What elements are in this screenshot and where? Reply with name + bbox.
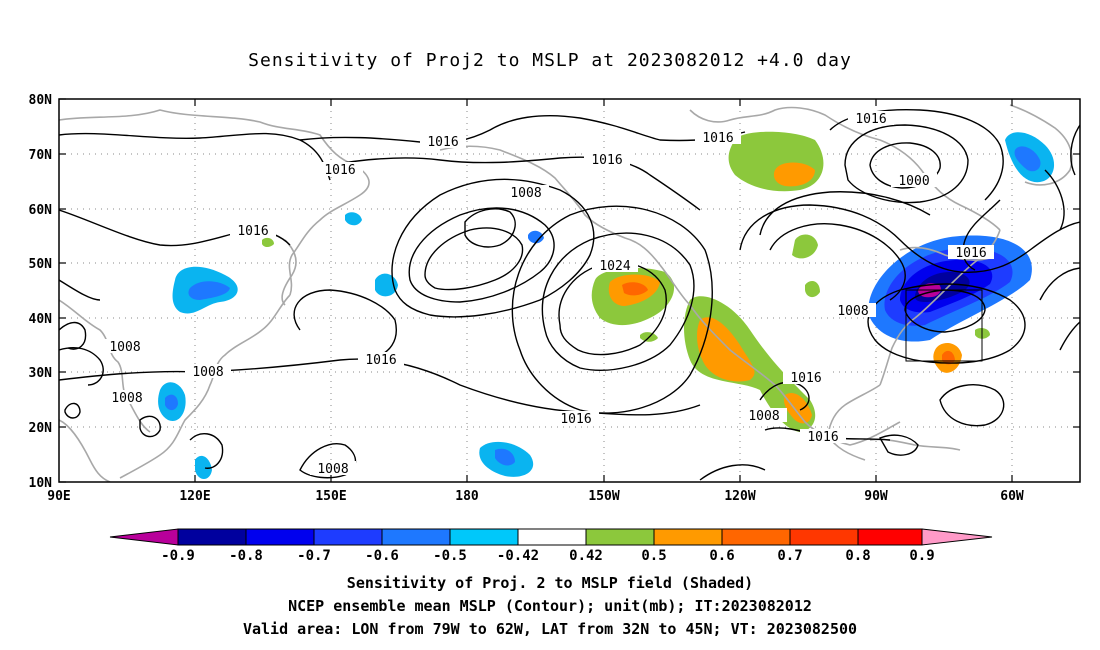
svg-text:1016: 1016	[237, 224, 268, 239]
lon-label: 90E	[47, 489, 70, 504]
coastlines	[59, 104, 1073, 482]
caption-line-2: NCEP ensemble mean MSLP (Contour); unit(…	[288, 597, 812, 615]
svg-text:1016: 1016	[365, 353, 396, 368]
svg-text:1008: 1008	[109, 340, 140, 355]
svg-text:1008: 1008	[192, 365, 223, 380]
colorbar-tick-labels: -0.9 -0.8 -0.7 -0.6 -0.5 -0.42 0.42 0.5 …	[161, 548, 935, 564]
contour-label: 1024	[592, 258, 638, 274]
lon-label: 90W	[864, 489, 888, 504]
colorbar-tick: -0.5	[433, 548, 467, 564]
svg-text:1016: 1016	[790, 371, 821, 386]
svg-text:1024: 1024	[599, 259, 630, 274]
contour-label: 1016	[695, 130, 741, 146]
colorbar-tick: -0.8	[229, 548, 263, 564]
contour-label: 1016	[848, 111, 894, 127]
gridlines	[59, 99, 1080, 482]
colorbar-cell	[313, 528, 383, 546]
caption-line-3: Valid area: LON from 79W to 62W, LAT fro…	[242, 620, 858, 638]
contour-label: 1008	[830, 303, 876, 319]
svg-text:1016: 1016	[955, 246, 986, 261]
colorbar-tick: 0.6	[709, 548, 734, 564]
contour-label: 1016	[317, 162, 363, 178]
map-frame	[58, 98, 1081, 483]
contour-label: 1008	[104, 390, 150, 406]
svg-text:1016: 1016	[807, 430, 838, 445]
chart-title: Sensitivity of Proj2 to MSLP at 20230820…	[248, 50, 852, 71]
colorbar-cell	[585, 528, 655, 546]
colorbar	[109, 528, 993, 546]
contour-labels: 1016 1016 1016 1016 1008 1024 1016 1016 …	[102, 111, 994, 477]
colorbar-tick: 0.8	[845, 548, 870, 564]
contour-label: 1016	[420, 134, 466, 150]
valid-area-box	[905, 289, 983, 362]
colorbar-cell	[789, 528, 859, 546]
svg-text:1008: 1008	[510, 186, 541, 201]
contour-label: 1008	[741, 408, 787, 424]
contour-label: 1008	[185, 364, 231, 380]
lat-label: 50N	[29, 257, 53, 272]
colorbar-cell	[857, 528, 923, 546]
lon-label: 60W	[1000, 489, 1024, 504]
longitude-labels: 90E 120E 150E 180 150W 120W 90W 60W	[47, 489, 1024, 504]
svg-text:1016: 1016	[427, 135, 458, 150]
mslp-contours	[59, 108, 1080, 481]
svg-text:1016: 1016	[591, 153, 622, 168]
colorbar-cell	[517, 528, 587, 546]
svg-text:1016: 1016	[560, 412, 591, 427]
contour-label: 1016	[800, 429, 846, 445]
lon-label: 150E	[315, 489, 346, 504]
colorbar-cell	[381, 528, 451, 546]
svg-text:1008: 1008	[111, 391, 142, 406]
contour-label: 1000	[891, 173, 937, 189]
svg-text:1008: 1008	[748, 409, 779, 424]
colorbar-end-right	[921, 528, 993, 546]
svg-text:1008: 1008	[317, 462, 348, 477]
colorbar-tick: 0.5	[641, 548, 666, 564]
contour-label: 1008	[503, 185, 549, 201]
contour-label: 1008	[310, 461, 356, 477]
colorbar-tick: 0.7	[777, 548, 802, 564]
lat-label: 40N	[29, 312, 53, 327]
colorbar-tick: 0.42	[569, 548, 603, 564]
lat-label: 70N	[29, 148, 53, 163]
contour-label: 1016	[358, 352, 404, 368]
svg-text:1016: 1016	[855, 112, 886, 127]
colorbar-end-left	[109, 528, 179, 546]
svg-text:1016: 1016	[324, 163, 355, 178]
colorbar-tick: -0.7	[297, 548, 331, 564]
svg-text:1008: 1008	[837, 304, 868, 319]
contour-label: 1016	[553, 411, 599, 427]
contour-label: 1016	[783, 370, 829, 386]
svg-text:1016: 1016	[702, 131, 733, 146]
lat-label: 10N	[29, 476, 53, 491]
lon-label: 120E	[179, 489, 210, 504]
lat-label: 60N	[29, 203, 53, 218]
latitude-labels: 80N 70N 60N 50N 40N 30N 20N 10N	[29, 93, 53, 491]
colorbar-cell	[245, 528, 315, 546]
lat-label: 20N	[29, 421, 53, 436]
colorbar-cell	[721, 528, 791, 546]
lat-label: 30N	[29, 366, 53, 381]
caption-line-1: Sensitivity of Proj. 2 to MSLP field (Sh…	[346, 574, 754, 592]
colorbar-tick: -0.9	[161, 548, 195, 564]
lon-label: 120W	[724, 489, 755, 504]
contour-label: 1008	[102, 339, 148, 355]
contour-label: 1016	[230, 223, 276, 239]
svg-text:1000: 1000	[898, 174, 929, 189]
colorbar-tick: -0.6	[365, 548, 399, 564]
contour-label: 1016	[584, 152, 630, 168]
lat-label: 80N	[29, 93, 53, 108]
colorbar-tick: 0.9	[909, 548, 934, 564]
axis-ticks	[59, 98, 1080, 483]
lon-label: 150W	[588, 489, 619, 504]
colorbar-tick: -0.42	[497, 548, 539, 564]
colorbar-cell	[653, 528, 723, 546]
colorbar-cell	[449, 528, 519, 546]
colorbar-cell	[177, 528, 247, 546]
map-area: 1016 1016 1016 1016 1008 1024 1016 1016 …	[59, 99, 1080, 482]
lon-label: 180	[455, 489, 479, 504]
contour-label: 1016	[948, 245, 994, 261]
